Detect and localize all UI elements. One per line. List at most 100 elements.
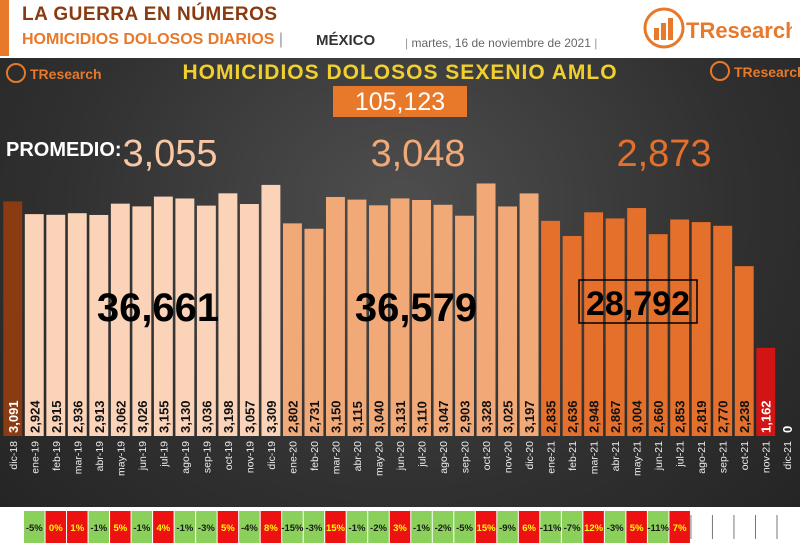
pct-change-cell [88, 511, 110, 543]
bar [89, 214, 109, 436]
x-tick-label: abr-20 [352, 441, 364, 472]
bar [326, 196, 345, 436]
header: LA GUERRA EN NÚMEROS HOMICIDIOS DOLOSOS … [0, 0, 800, 58]
x-tick-label: nov-20 [503, 441, 515, 473]
bar [46, 214, 66, 436]
bar [369, 205, 388, 436]
bar [67, 213, 87, 436]
x-tick-label: dic-20 [524, 441, 536, 470]
x-tick-label: jun-21 [653, 441, 665, 471]
x-tick-label: mar-19 [72, 441, 84, 474]
pct-change-label: -2% [435, 523, 452, 534]
pct-change-label: 15% [326, 523, 346, 534]
header-date: | martes, 16 de noviembre de 2021 | [405, 36, 597, 50]
pct-change-cell [131, 511, 153, 543]
pct-change-cell [217, 511, 239, 543]
bar-value-label: 3,040 [371, 400, 386, 433]
pct-change-label: -1% [133, 523, 150, 534]
pct-change-cell [432, 511, 454, 543]
chart-area: TResearch TResearch HOMICIDIOS DOLOSOS S… [0, 58, 800, 547]
pct-change-label: -3% [607, 523, 624, 534]
x-tick-label: jul-21 [675, 441, 687, 468]
bar [3, 201, 23, 436]
bar [239, 204, 259, 436]
logo-ring-icon [643, 7, 685, 49]
separator: | [590, 36, 598, 50]
pct-change-label: 8% [264, 523, 278, 534]
pct-change-label: -1% [90, 523, 107, 534]
bar-value-label: 2,238 [737, 400, 752, 433]
x-tick-label: jun-19 [137, 441, 149, 471]
bar-value-label: 2,913 [92, 400, 107, 433]
bar-value-label: 3,026 [135, 400, 150, 433]
pct-change-label: -2% [370, 523, 387, 534]
bar [648, 234, 668, 436]
pct-change-cell [196, 511, 217, 543]
bar [734, 266, 754, 436]
header-subtitle-text: HOMICIDIOS DOLOSOS DIARIOS [22, 31, 275, 48]
pct-change-label: 5% [113, 523, 127, 534]
pct-change-cell [325, 511, 346, 543]
pct-change-label: 3% [393, 523, 407, 534]
x-tick-label: mar-20 [330, 441, 342, 474]
x-tick-label: jul-19 [158, 441, 170, 468]
pct-change-label: 6% [522, 523, 536, 534]
bar [304, 228, 324, 436]
bar [433, 204, 453, 436]
x-tick-label: oct-20 [481, 441, 493, 470]
pct-change-cell [626, 511, 647, 543]
pct-change-cell [561, 511, 583, 543]
separator: | [278, 31, 284, 48]
logo-bar-icon [661, 23, 666, 40]
pct-change-label: 15% [477, 523, 497, 534]
pct-change-label: -7% [564, 523, 581, 534]
pct-change-label: -15% [281, 523, 304, 534]
pct-change-cell-empty [733, 511, 755, 543]
bar-value-label: 2,948 [587, 400, 602, 433]
watermark-text: TResearch [734, 64, 800, 80]
header-accent-bar [0, 0, 9, 56]
pct-change-label: -1% [349, 523, 366, 534]
bar-value-label: 2,853 [673, 400, 688, 433]
pct-change-label: -1% [176, 523, 193, 534]
x-tick-label: sep-20 [460, 441, 472, 473]
bar-value-label: 3,025 [501, 400, 516, 433]
x-tick-label: dic-18 [8, 441, 20, 470]
bar-value-label: 3,328 [479, 400, 494, 433]
pct-change-cell [518, 511, 540, 543]
bar-value-label: 3,130 [178, 400, 193, 433]
x-tick-label: ago-21 [696, 441, 708, 474]
period-total-1: 36,661 [97, 286, 219, 330]
pct-change-label: -5% [456, 523, 473, 534]
pct-change-cell [174, 511, 196, 543]
pct-change-label: 5% [221, 523, 235, 534]
bar-value-label: 2,802 [285, 400, 300, 433]
period-total-3: 28,792 [586, 285, 690, 323]
x-axis-labels: dic-18 ene-19 feb-19 mar-19 abr-19 may-19 jun-… [8, 441, 794, 476]
x-tick-label: sep-21 [718, 441, 730, 473]
bar-value-label: 1,162 [759, 400, 774, 433]
pct-change-cell [346, 511, 368, 543]
bar [153, 196, 173, 436]
period-total-3-box [578, 279, 698, 324]
logo-text: TResearch [686, 18, 792, 43]
pct-change-label: 1% [70, 523, 84, 534]
bar-value-label: 2,936 [70, 400, 85, 433]
bar-value-label: 2,867 [608, 400, 623, 433]
pct-change-cell [239, 511, 260, 543]
watermark-logo-left: TResearch [6, 63, 102, 83]
x-tick-label: may-21 [632, 441, 644, 476]
pct-change-label: -3% [305, 523, 322, 534]
bar-value-label: 3,047 [436, 400, 451, 433]
bar [390, 198, 410, 436]
chart-title: HOMICIDIOS DOLOSOS SEXENIO AMLO [182, 61, 617, 84]
pct-change-cell [497, 511, 518, 543]
x-tick-label: mar-21 [589, 441, 601, 474]
period-total-2: 36,579 [355, 286, 477, 330]
bar-value-label: 3,115 [350, 401, 365, 433]
header-date-text: martes, 16 de noviembre de 2021 [411, 36, 591, 50]
pct-change-cell-empty [776, 511, 798, 543]
pct-change-cell [604, 511, 626, 543]
pct-change-cell [282, 511, 303, 543]
x-tick-label: abr-19 [94, 441, 106, 472]
